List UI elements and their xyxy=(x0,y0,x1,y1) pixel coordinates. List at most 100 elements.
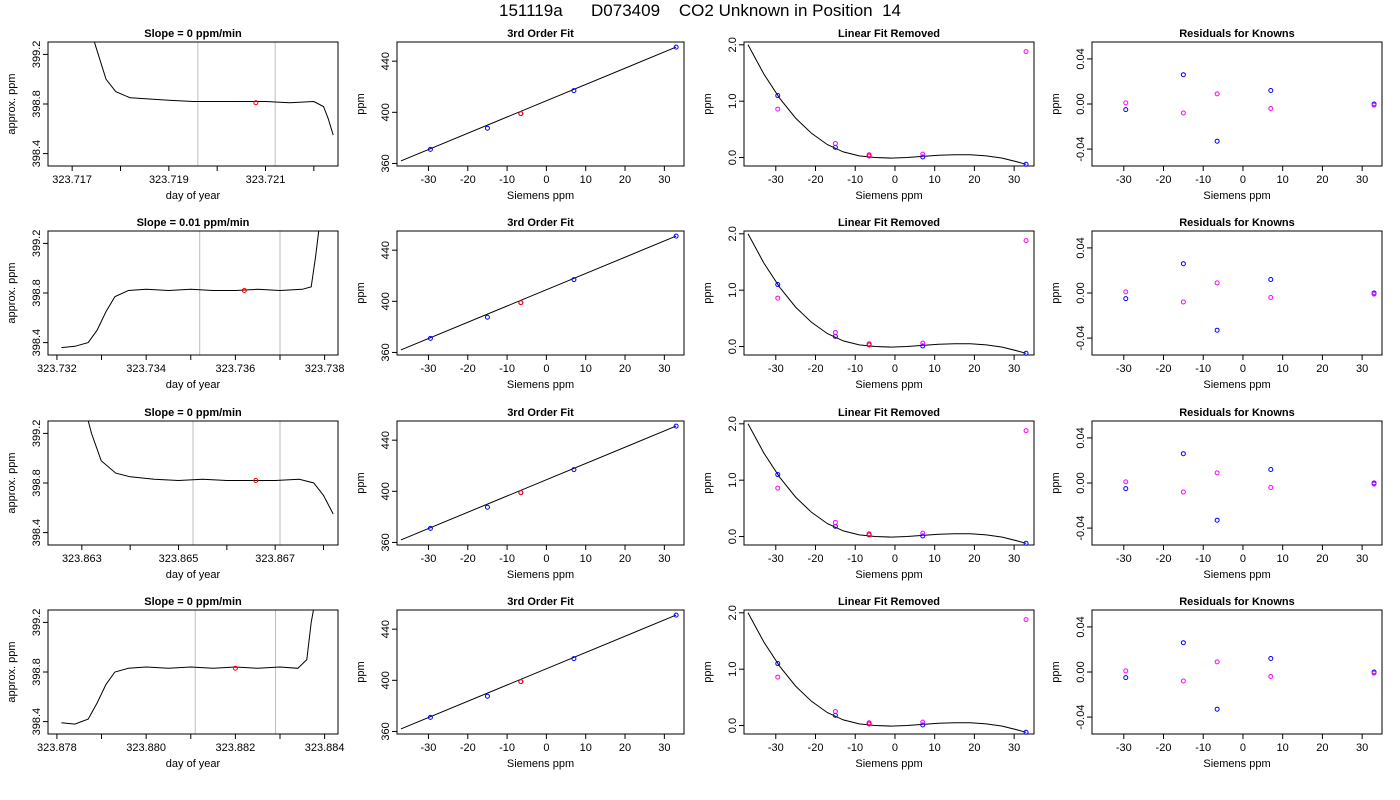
y-tick-label: 398.8 xyxy=(31,90,43,118)
panel-title: Linear Fit Removed xyxy=(838,596,940,608)
data-point xyxy=(427,146,433,152)
x-tick-label: -20 xyxy=(808,174,824,186)
data-point xyxy=(920,719,926,725)
x-tick-label: 10 xyxy=(929,363,941,375)
x-tick-label: 0 xyxy=(892,742,898,754)
y-tick-label: 0.00 xyxy=(1075,661,1087,682)
panel-title: Slope = 0.01 ppm/min xyxy=(137,217,250,229)
x-tick-label: 323.880 xyxy=(126,742,166,754)
y-axis-label: ppm xyxy=(355,93,367,114)
x-tick-label: 323.867 xyxy=(255,553,295,565)
y-axis-label: ppm xyxy=(1050,661,1062,682)
series-line xyxy=(87,421,334,515)
data-point xyxy=(518,111,524,117)
y-tick-label: 399.2 xyxy=(31,609,43,637)
data-point xyxy=(1180,489,1186,495)
plot-frame xyxy=(47,609,339,735)
y-tick-label: 398.8 xyxy=(31,469,43,497)
plot-frame xyxy=(743,420,1035,546)
y-tick-label: 398.4 xyxy=(31,329,43,357)
data-point xyxy=(427,714,433,720)
data-point xyxy=(775,282,781,288)
x-axis-label: day of year xyxy=(166,379,221,391)
data-point xyxy=(775,472,781,478)
x-tick-label: 30 xyxy=(658,363,670,375)
x-tick-label: 30 xyxy=(658,742,670,754)
plot-frame xyxy=(743,609,1035,735)
y-tick-label: 398.8 xyxy=(31,279,43,307)
y-tick-label: -0.04 xyxy=(1075,516,1087,541)
data-point xyxy=(232,665,238,671)
plot-frame xyxy=(47,230,339,356)
x-tick-label: 0 xyxy=(543,742,549,754)
data-point xyxy=(1123,296,1129,302)
main-title: 151119a D073409 CO2 Unknown in Position … xyxy=(499,1,901,20)
x-tick-label: 323.884 xyxy=(305,742,345,754)
y-tick-label: 2.0 xyxy=(727,416,739,431)
data-point xyxy=(1268,674,1274,680)
data-point xyxy=(1214,138,1220,144)
x-tick-label: -30 xyxy=(420,742,436,754)
data-point xyxy=(866,532,872,538)
data-point xyxy=(518,490,524,496)
x-tick-label: -20 xyxy=(808,363,824,375)
x-tick-label: 20 xyxy=(1316,742,1328,754)
data-point xyxy=(484,504,490,510)
y-axis-label: approx. ppm xyxy=(6,262,18,323)
panel-title: 3rd Order Fit xyxy=(507,407,574,419)
data-point xyxy=(1214,280,1220,286)
data-point xyxy=(1371,291,1377,297)
data-point xyxy=(1023,350,1029,356)
data-point xyxy=(775,93,781,99)
y-tick-label: 360 xyxy=(380,722,392,740)
y-tick-label: 400 xyxy=(380,292,392,310)
y-tick-label: 440 xyxy=(380,431,392,449)
data-point xyxy=(673,44,679,50)
x-axis-label: Siemens ppm xyxy=(855,758,922,770)
x-tick-label: -30 xyxy=(1116,553,1132,565)
x-axis-label: Siemens ppm xyxy=(507,758,574,770)
data-point xyxy=(1180,640,1186,646)
x-tick-label: 10 xyxy=(580,363,592,375)
x-tick-label: -10 xyxy=(847,174,863,186)
x-tick-label: -30 xyxy=(420,174,436,186)
y-tick-label: 0.04 xyxy=(1075,616,1087,637)
x-tick-label: 323.734 xyxy=(126,363,166,375)
panel-title: Residuals for Knowns xyxy=(1179,28,1295,40)
data-point xyxy=(1214,706,1220,712)
data-point xyxy=(253,478,259,484)
x-axis-label: Siemens ppm xyxy=(1203,190,1270,202)
y-tick-label: 0.0 xyxy=(727,339,739,354)
x-tick-label: 10 xyxy=(580,174,592,186)
data-point xyxy=(253,100,259,106)
series-line xyxy=(61,231,320,349)
x-tick-label: 323.863 xyxy=(62,553,102,565)
plot-frame xyxy=(1091,609,1383,735)
data-point xyxy=(832,329,838,335)
x-tick-label: 0 xyxy=(1240,553,1246,565)
x-axis-label: Siemens ppm xyxy=(1203,758,1270,770)
x-tick-label: -10 xyxy=(847,742,863,754)
x-tick-label: 0 xyxy=(892,363,898,375)
data-point xyxy=(427,525,433,531)
series-line xyxy=(400,425,677,541)
y-tick-label: 360 xyxy=(380,154,392,172)
x-tick-label: 323.878 xyxy=(37,742,77,754)
data-point xyxy=(1371,102,1377,108)
x-tick-label: 30 xyxy=(1008,363,1020,375)
x-tick-label: -20 xyxy=(1156,174,1172,186)
data-point xyxy=(866,153,872,159)
x-tick-label: -10 xyxy=(499,553,515,565)
y-tick-label: 440 xyxy=(380,52,392,70)
x-tick-label: 0 xyxy=(543,174,549,186)
y-tick-label: 0.04 xyxy=(1075,427,1087,448)
y-axis-label: ppm xyxy=(702,472,714,493)
y-tick-label: 400 xyxy=(380,482,392,500)
x-tick-label: -10 xyxy=(499,742,515,754)
y-tick-label: -0.04 xyxy=(1075,326,1087,351)
series-line xyxy=(747,612,1027,733)
x-tick-label: 323.717 xyxy=(52,174,92,186)
data-point xyxy=(832,519,838,525)
x-tick-label: 323.882 xyxy=(216,742,256,754)
data-point xyxy=(1023,428,1029,434)
